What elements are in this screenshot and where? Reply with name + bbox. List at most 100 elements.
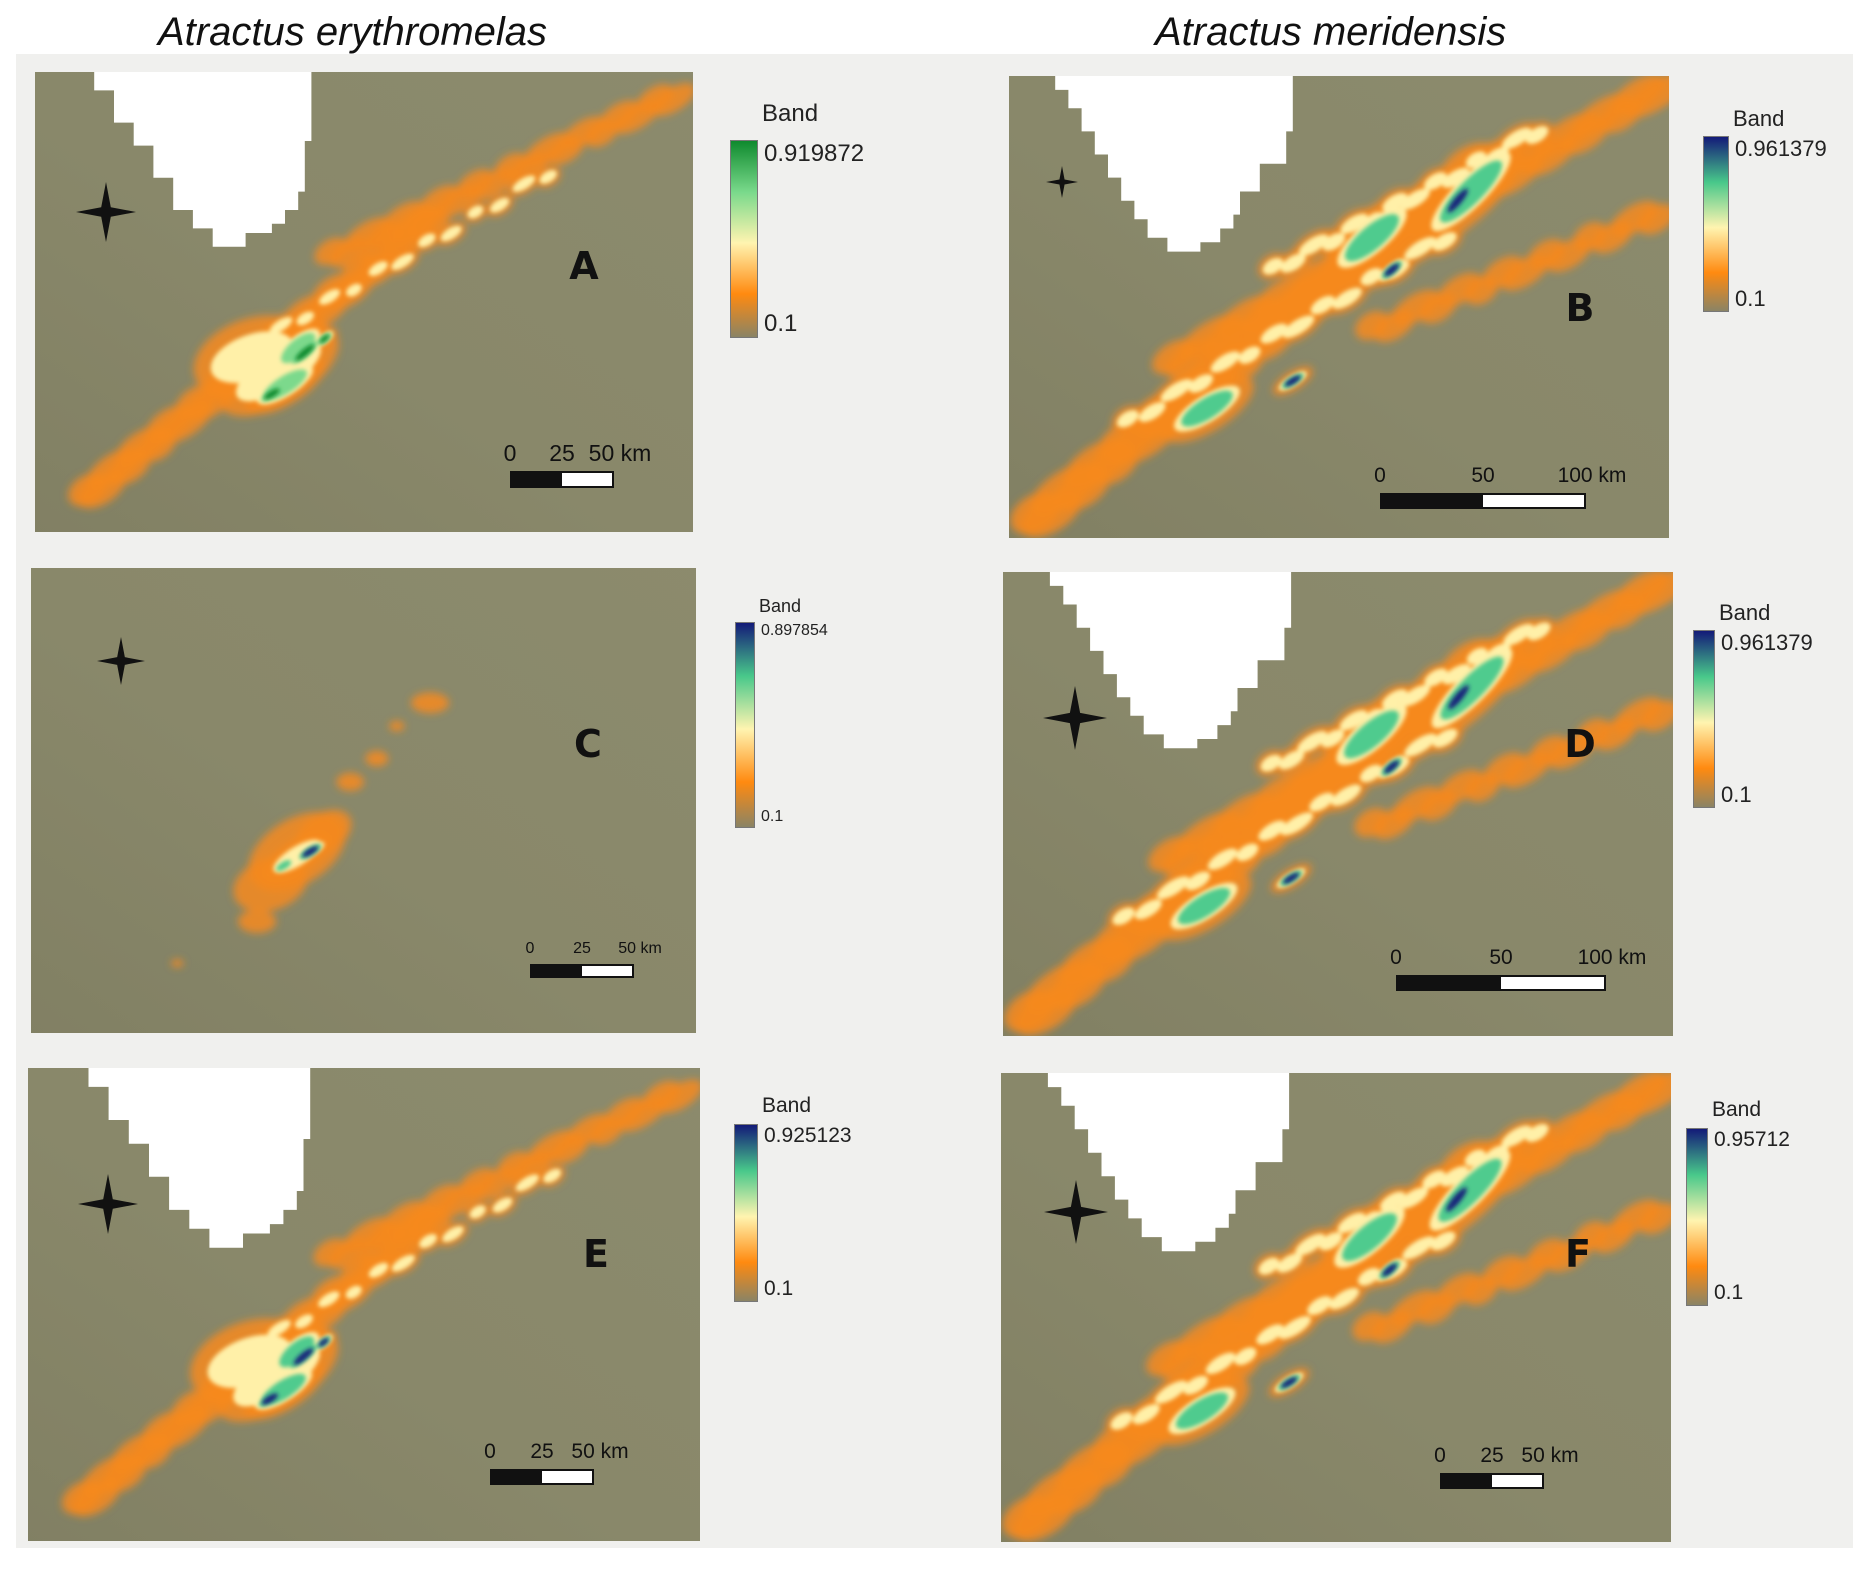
legend-max-value: 0.919872 [764,140,865,167]
legend-title: Band [1712,1098,1762,1121]
scale-bar-black-segment [492,1471,542,1483]
panel-label-a: A [569,244,599,288]
suitability-patch [293,1348,314,1365]
suitability-patch [365,750,389,767]
suitability-patch [1380,1191,1406,1211]
compass-star-icon [1046,166,1078,198]
suitability-patch [651,83,693,117]
suitability-patch [469,1205,486,1219]
suitability-patch [1627,572,1673,615]
suitability-patch [1404,236,1437,260]
map-raster-d [1003,572,1673,1036]
legend-max-value: 0.925123 [764,1124,852,1147]
suitability-patch [1525,126,1549,144]
north-arrow [78,1174,138,1239]
suitability-patch [419,1234,437,1248]
suitability-patch [1404,733,1437,757]
suitability-patch [1525,1124,1549,1142]
panel-label-e: E [583,1232,609,1276]
suitability-level-4 [263,334,330,400]
map-panel-a [35,72,693,532]
suitability-patch [281,332,316,364]
legend-c: Band 0.897854 0.1 [735,596,915,836]
scale-bar-graphic [1380,493,1586,509]
suitability-patch [318,1337,329,1347]
no-data-area [35,72,312,247]
scale-bar-black-segment [512,473,562,486]
suitability-patch [1278,1316,1311,1339]
suitability-level-4 [1283,685,1469,884]
suitability-patch [492,1197,513,1213]
scale-bar-graphic [1396,975,1606,991]
map-panel-b [1009,76,1669,538]
panel-label-d: D [1564,722,1596,766]
map-panel-f [1001,1073,1671,1542]
suitability-patch [1442,167,1470,188]
suitability-patch [279,1336,315,1368]
suitability-patch [1610,1199,1660,1237]
suitability-patch [1298,234,1329,256]
legend-min-value: 0.1 [764,310,798,337]
suitability-patch [1424,668,1448,687]
map-raster-a [35,72,693,532]
scale-tick-label: 50 [1489,946,1513,969]
scale-tick-label: 50 [1471,464,1495,487]
suitability-patch [1437,769,1483,805]
scale-bar-graphic [490,1469,594,1485]
suitability-patch [261,1393,278,1405]
suitability-patch [442,1226,464,1242]
legend-color-ramp [734,1124,758,1302]
suitability-patch [296,311,314,326]
suitability-patch [267,1320,291,1337]
scale-tick-label: 50 km [1521,1444,1579,1467]
suitability-patch [1345,214,1399,262]
suitability-patch [1321,729,1345,748]
scale-bar-graphic [530,964,634,978]
suitability-patch [1183,1375,1209,1395]
suitability-patch [515,1174,539,1192]
north-arrow [97,637,145,690]
suitability-patch [1437,272,1482,308]
suitability-patch [1398,1187,1429,1209]
suitability-patch [1424,172,1447,190]
map-panel-e [28,1068,700,1541]
suitability-patch [1177,887,1231,925]
suitability-patch [1337,1212,1366,1234]
suitability-patch [1332,287,1362,309]
suitability-patch [368,1262,389,1278]
scale-tick-label: 100 km [1557,464,1627,487]
suitability-patch [1116,410,1139,428]
no-data-area [28,1068,311,1248]
suitability-patch [1340,213,1368,234]
suitability-patch [1442,664,1471,685]
suitability-patch [1260,323,1288,344]
suitability-patch [269,317,293,334]
scale-bar-graphic [510,471,614,488]
suitability-patch [319,334,330,344]
legend-a: Band 0.919872 0.1 [730,100,910,346]
map-shade [31,568,696,1033]
legend-color-ramp [1686,1128,1708,1306]
scale-bar-black-segment [1382,495,1483,507]
suitability-patch [1402,1236,1435,1260]
suitability-patch [1256,1324,1284,1345]
scale-tick-label: 50 km [571,1440,629,1463]
suitability-patch [1331,784,1361,806]
scale-tick-label: 0 [484,1440,496,1463]
legend-title: Band [759,596,802,616]
suitability-patch [1422,1170,1446,1189]
suitability-patch [1501,1125,1532,1148]
legend-color-ramp [730,140,758,338]
suitability-patch [171,959,184,968]
compass-star-icon [1043,686,1107,750]
north-arrow [1043,686,1107,755]
legend-title: Band [762,100,819,127]
suitability-patch [1132,1404,1160,1425]
suitability-patch [391,253,414,270]
suitability-level-4 [261,1337,329,1405]
suitability-patch [1260,754,1282,772]
scale-bar-c: 0 25 50 km [526,940,662,982]
legend-title: Band [1733,106,1785,131]
suitability-patch [1448,685,1469,710]
suitability-patch [1527,622,1551,641]
